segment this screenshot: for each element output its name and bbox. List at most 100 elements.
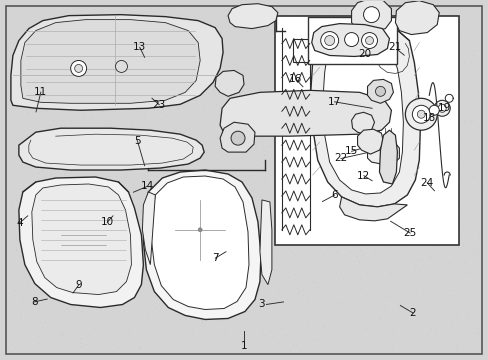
Point bbox=[444, 229, 451, 235]
Point bbox=[445, 196, 453, 202]
Point bbox=[268, 198, 276, 203]
Point bbox=[298, 224, 306, 230]
Point bbox=[410, 266, 418, 271]
Point bbox=[138, 137, 145, 143]
Point bbox=[415, 282, 423, 288]
Point bbox=[148, 43, 156, 49]
Point bbox=[169, 271, 177, 277]
Point bbox=[172, 180, 180, 186]
Point bbox=[301, 257, 309, 262]
Point bbox=[304, 322, 311, 328]
Point bbox=[42, 203, 50, 209]
Point bbox=[471, 333, 479, 339]
Point bbox=[128, 285, 136, 291]
Point bbox=[305, 21, 312, 27]
Point bbox=[47, 151, 55, 157]
Point bbox=[225, 57, 233, 63]
Point bbox=[65, 16, 73, 22]
Point bbox=[32, 219, 40, 225]
Point bbox=[223, 6, 230, 12]
Point bbox=[379, 217, 387, 222]
Point bbox=[138, 126, 145, 132]
Point bbox=[377, 78, 385, 84]
Point bbox=[376, 43, 384, 49]
Point bbox=[163, 80, 170, 86]
Point bbox=[307, 247, 315, 253]
Point bbox=[239, 85, 246, 91]
Point bbox=[93, 211, 101, 216]
Bar bbox=[274, 15, 458, 245]
Point bbox=[249, 150, 257, 156]
Point bbox=[113, 17, 121, 22]
Point bbox=[162, 311, 170, 316]
Point bbox=[278, 255, 285, 261]
Point bbox=[442, 121, 450, 127]
Point bbox=[76, 320, 83, 325]
Point bbox=[163, 240, 170, 246]
Point bbox=[362, 184, 370, 190]
Point bbox=[297, 327, 305, 333]
Point bbox=[192, 156, 200, 161]
Point bbox=[437, 220, 445, 226]
Point bbox=[80, 49, 87, 55]
Point bbox=[157, 235, 165, 240]
Point bbox=[384, 121, 392, 127]
Point bbox=[163, 348, 171, 354]
Point bbox=[90, 161, 98, 167]
Point bbox=[40, 267, 48, 273]
Point bbox=[242, 65, 249, 71]
Point bbox=[122, 159, 130, 165]
Point bbox=[147, 309, 155, 314]
Point bbox=[445, 73, 453, 79]
Point bbox=[392, 273, 400, 279]
Point bbox=[288, 341, 296, 347]
Point bbox=[93, 320, 101, 326]
Point bbox=[125, 329, 133, 335]
Point bbox=[79, 113, 86, 118]
Point bbox=[250, 185, 258, 191]
Point bbox=[422, 183, 430, 189]
Point bbox=[304, 20, 312, 26]
Point bbox=[32, 200, 40, 206]
Point bbox=[144, 296, 152, 301]
Point bbox=[44, 210, 52, 215]
Point bbox=[21, 312, 29, 318]
Point bbox=[311, 328, 319, 334]
Point bbox=[83, 232, 91, 238]
Point bbox=[75, 151, 83, 157]
Point bbox=[17, 195, 25, 201]
Point bbox=[416, 155, 424, 161]
Point bbox=[43, 42, 51, 48]
Point bbox=[375, 197, 383, 203]
Point bbox=[14, 38, 21, 44]
Point bbox=[183, 138, 191, 144]
Point bbox=[450, 225, 458, 231]
Point bbox=[51, 285, 59, 291]
Point bbox=[330, 9, 338, 15]
Point bbox=[41, 230, 49, 236]
Point bbox=[363, 326, 371, 332]
Point bbox=[9, 141, 17, 147]
Point bbox=[454, 326, 462, 332]
Point bbox=[468, 52, 475, 58]
Point bbox=[366, 320, 374, 325]
Point bbox=[185, 218, 193, 224]
Point bbox=[332, 62, 340, 68]
Point bbox=[197, 171, 205, 177]
Point bbox=[88, 86, 96, 92]
Point bbox=[113, 264, 121, 270]
Point bbox=[54, 95, 62, 101]
Point bbox=[59, 193, 67, 199]
Point bbox=[468, 52, 476, 58]
Point bbox=[320, 123, 327, 129]
Point bbox=[49, 238, 57, 244]
Point bbox=[153, 158, 161, 163]
Point bbox=[17, 298, 25, 304]
Point bbox=[296, 19, 304, 25]
Point bbox=[169, 297, 177, 303]
Point bbox=[265, 227, 273, 233]
Point bbox=[319, 284, 327, 289]
Point bbox=[292, 17, 300, 22]
Point bbox=[35, 109, 43, 115]
Point bbox=[356, 247, 364, 253]
